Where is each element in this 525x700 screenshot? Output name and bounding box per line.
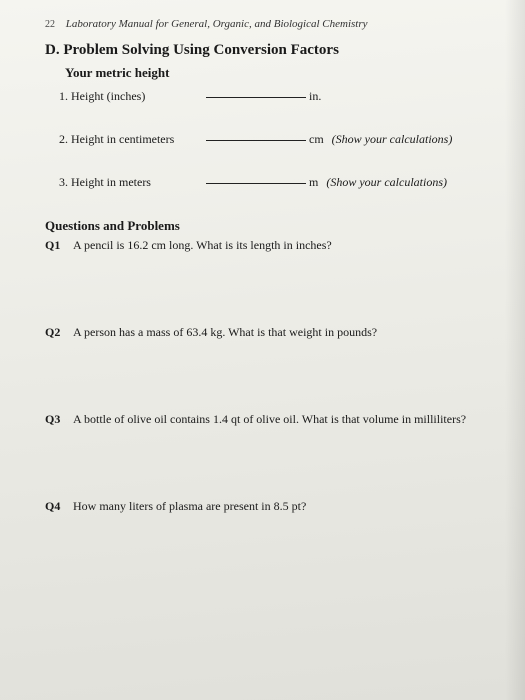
section-subtitle: Your metric height	[65, 65, 490, 81]
running-header: 22 Laboratory Manual for General, Organi…	[45, 18, 490, 30]
calc-note: (Show your calculations)	[326, 175, 447, 190]
question-item: Q1 A pencil is 16.2 cm long. What is its…	[45, 238, 490, 253]
section-title-text: Problem Solving Using Conversion Factors	[63, 42, 339, 58]
item-number: 3.	[59, 175, 68, 189]
question-label: Q1	[45, 238, 73, 253]
question-text: A bottle of olive oil contains 1.4 qt of…	[73, 412, 490, 427]
section-letter: D.	[45, 42, 60, 58]
calc-note: (Show your calculations)	[332, 132, 453, 147]
item-label: 2. Height in centimeters	[59, 132, 204, 147]
item-text: Height (inches)	[71, 89, 145, 103]
question-text: A person has a mass of 63.4 kg. What is …	[73, 325, 490, 340]
question-label: Q4	[45, 499, 73, 514]
question-text: A pencil is 16.2 cm long. What is its le…	[73, 238, 490, 253]
fill-blank[interactable]	[206, 182, 306, 184]
section-heading: D. Problem Solving Using Conversion Fact…	[45, 42, 490, 59]
item-text: Height in meters	[71, 175, 151, 189]
running-title: Laboratory Manual for General, Organic, …	[66, 18, 368, 30]
unit-label: cm	[309, 132, 324, 147]
item-number: 2.	[59, 132, 68, 146]
question-item: Q2 A person has a mass of 63.4 kg. What …	[45, 325, 490, 340]
item-label: 3. Height in meters	[59, 175, 204, 190]
fill-blank[interactable]	[206, 139, 306, 141]
worksheet-page: 22 Laboratory Manual for General, Organi…	[0, 0, 525, 700]
item-text: Height in centimeters	[71, 132, 174, 146]
measurement-item: 3. Height in meters m (Show your calcula…	[59, 175, 490, 190]
question-label: Q3	[45, 412, 73, 427]
item-number: 1.	[59, 89, 68, 103]
question-item: Q3 A bottle of olive oil contains 1.4 qt…	[45, 412, 490, 427]
item-label: 1. Height (inches)	[59, 89, 204, 104]
unit-label: in.	[309, 89, 321, 104]
questions-heading: Questions and Problems	[45, 218, 490, 234]
measurement-item: 1. Height (inches) in.	[59, 89, 490, 104]
fill-blank[interactable]	[206, 96, 306, 98]
measurement-item: 2. Height in centimeters cm (Show your c…	[59, 132, 490, 147]
unit-label: m	[309, 175, 318, 190]
question-label: Q2	[45, 325, 73, 340]
question-item: Q4 How many liters of plasma are present…	[45, 499, 490, 514]
page-number: 22	[45, 19, 55, 30]
question-text: How many liters of plasma are present in…	[73, 499, 490, 514]
